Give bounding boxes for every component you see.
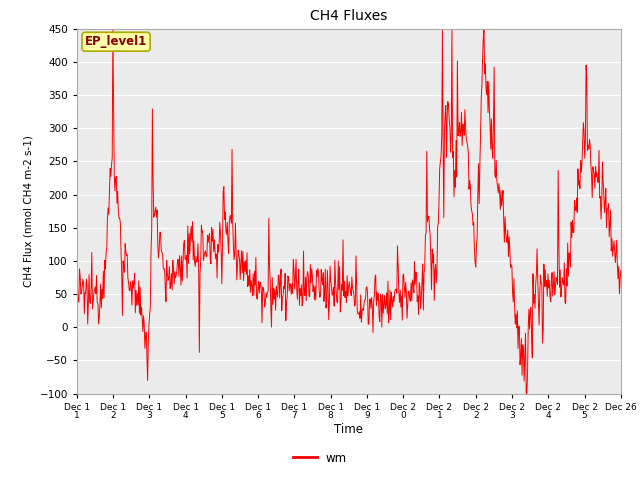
Text: EP_level1: EP_level1: [85, 35, 147, 48]
Legend: wm: wm: [288, 447, 352, 469]
Title: CH4 Fluxes: CH4 Fluxes: [310, 10, 387, 24]
X-axis label: Time: Time: [334, 423, 364, 436]
Y-axis label: CH4 Flux (nmol CH4 m-2 s-1): CH4 Flux (nmol CH4 m-2 s-1): [24, 135, 34, 287]
